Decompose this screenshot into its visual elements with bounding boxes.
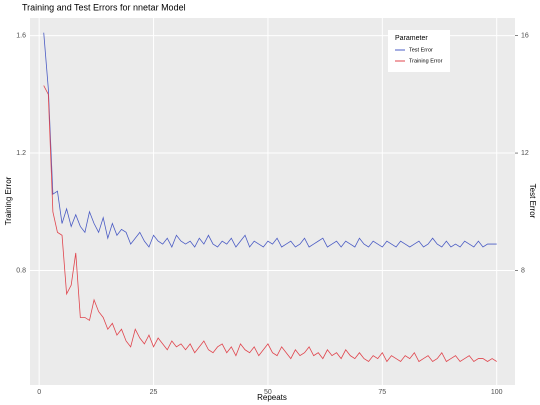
x-tick-label: 75 <box>378 389 386 396</box>
series-line <box>43 85 497 363</box>
legend-label: Training Error <box>409 58 443 64</box>
y2-axis-label: Test Error <box>528 184 537 219</box>
y-tick-label: 1.2 <box>16 150 26 157</box>
lines <box>43 32 497 363</box>
y2-tick-label: 16 <box>521 32 529 39</box>
y2-tick-label: 12 <box>521 150 529 157</box>
y-tick-label: 1.6 <box>16 32 26 39</box>
legend-box <box>388 30 450 72</box>
x-tick-label: 100 <box>491 389 503 396</box>
legend-label: Test Error <box>409 47 433 53</box>
x-tick-label: 0 <box>37 389 41 396</box>
y-axis-label: Training Error <box>4 176 13 225</box>
x-tick-label: 25 <box>150 389 158 396</box>
y2-tick-label: 8 <box>521 267 525 274</box>
series-line <box>43 32 497 248</box>
y-tick-label: 0.8 <box>16 267 26 274</box>
legend: Test Error Training Error <box>395 47 443 64</box>
x-tick-label: 50 <box>264 389 272 396</box>
legend-title: Parameter <box>395 35 428 42</box>
chart-title: Training and Test Errors for nnetar Mode… <box>22 2 186 12</box>
x-axis-label: Repeats <box>257 393 287 402</box>
panel <box>30 18 515 385</box>
